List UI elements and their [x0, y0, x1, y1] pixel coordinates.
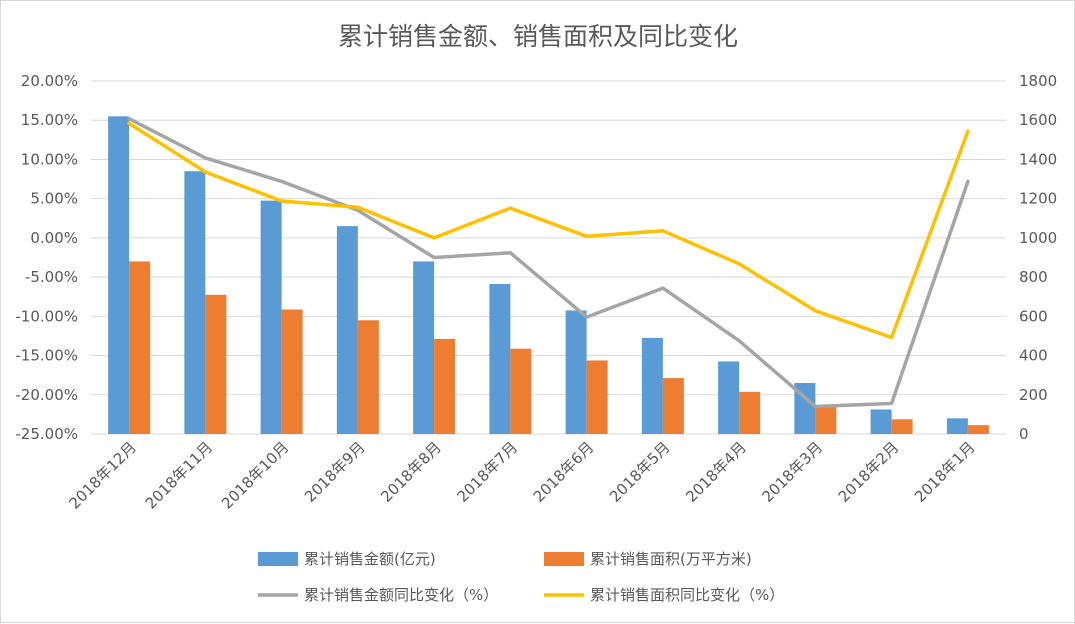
right-tick-label: 800 — [1019, 268, 1048, 286]
x-tick-label: 2018年12月 — [66, 438, 140, 512]
x-tick-label: 2018年5月 — [606, 438, 674, 506]
bar — [739, 391, 761, 434]
right-tick-label: 1400 — [1019, 150, 1057, 168]
bar — [662, 378, 684, 434]
bar — [336, 226, 358, 434]
bar — [565, 310, 587, 434]
x-tick-label: 2018年2月 — [835, 438, 903, 506]
series-line — [127, 116, 970, 409]
left-tick-label: -15.00% — [15, 347, 78, 365]
bar — [870, 409, 892, 434]
bar — [489, 283, 511, 434]
x-tick-label: 2018年7月 — [454, 438, 522, 506]
x-tick-label: 2018年11月 — [142, 438, 216, 512]
bar — [184, 171, 206, 434]
legend: 累计销售金额(亿元) 累计销售面积(万平方米) 累计销售金额同比变化（%） 累计销售面… — [258, 550, 784, 604]
line-series — [127, 116, 970, 409]
series-line — [127, 121, 970, 340]
legend-label: 累计销售面积(万平方米) — [590, 550, 752, 568]
gridlines — [91, 80, 1006, 435]
x-tick-label: 2018年6月 — [530, 438, 598, 506]
x-tick-label: 2018年1月 — [911, 438, 979, 506]
x-tick-label: 2018年4月 — [682, 438, 750, 506]
legend-swatch — [258, 552, 298, 566]
bar — [281, 309, 303, 434]
bar — [946, 418, 968, 434]
x-tick-label: 2018年9月 — [301, 438, 369, 506]
right-tick-label: 400 — [1019, 347, 1048, 365]
x-axis: 2018年12月 2018年11月 2018年10月 2018年9月 2018年8月 20… — [66, 438, 979, 512]
bar — [718, 361, 740, 434]
bar — [205, 294, 227, 434]
right-tick-label: 1200 — [1019, 190, 1057, 208]
left-tick-label: 0.00% — [30, 229, 78, 247]
right-tick-label: 600 — [1019, 307, 1048, 325]
bar — [641, 337, 663, 434]
right-tick-label: 1000 — [1019, 229, 1057, 247]
right-tick-label: 1800 — [1019, 72, 1057, 90]
legend-label: 累计销售金额同比变化（%） — [304, 586, 498, 604]
bar — [510, 348, 532, 434]
right-tick-label: 0 — [1019, 425, 1029, 443]
left-tick-label: -20.00% — [15, 386, 78, 404]
bar — [434, 338, 456, 434]
left-tick-label: 20.00% — [21, 72, 78, 90]
bar — [794, 383, 816, 434]
bar — [586, 360, 608, 434]
left-tick-label: -5.00% — [25, 268, 78, 286]
chart-title: 累计销售金额、销售面积及同比变化 — [338, 22, 738, 51]
bar — [260, 200, 282, 434]
bar — [108, 116, 130, 435]
bar — [357, 320, 379, 434]
bar — [891, 419, 913, 434]
legend-label: 累计销售金额(亿元) — [304, 550, 436, 568]
right-tick-label: 1600 — [1019, 111, 1057, 129]
x-tick-label: 2018年3月 — [759, 438, 827, 506]
right-tick-label: 200 — [1019, 386, 1048, 404]
bar — [413, 261, 435, 434]
left-tick-label: 5.00% — [30, 190, 78, 208]
bar — [129, 261, 151, 434]
x-tick-label: 2018年10月 — [218, 438, 292, 512]
bar-series — [108, 116, 989, 435]
left-tick-label: -10.00% — [15, 307, 78, 325]
legend-swatch — [544, 552, 584, 566]
left-tick-label: 10.00% — [21, 150, 78, 168]
left-axis: 20.00% 15.00% 10.00% 5.00% 0.00% -5.00% -10.00… — [15, 72, 78, 443]
right-axis: 1800 1600 1400 1200 1000 800 600 400 200 0 — [1019, 72, 1057, 443]
left-tick-label: 15.00% — [21, 111, 78, 129]
legend-label: 累计销售面积同比变化（%） — [590, 586, 784, 604]
x-tick-label: 2018年8月 — [377, 438, 445, 506]
bar — [815, 405, 837, 434]
left-tick-label: -25.00% — [15, 425, 78, 443]
bar — [967, 425, 989, 434]
